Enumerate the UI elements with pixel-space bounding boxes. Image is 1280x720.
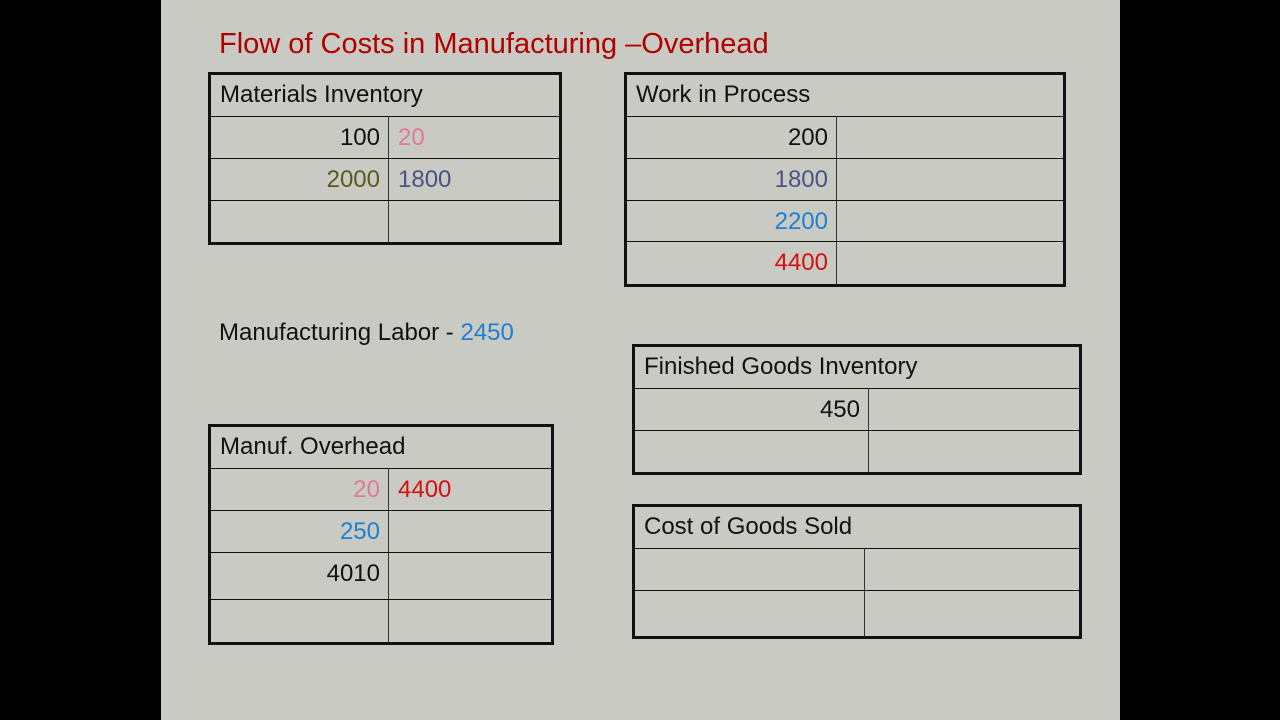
- account-row: 250: [211, 511, 551, 553]
- credit-cell: 1800: [398, 166, 452, 193]
- account-row: [211, 600, 551, 642]
- account-row: 4400: [627, 242, 1063, 284]
- labor-label: Manufacturing Labor -: [219, 319, 461, 346]
- account-row: 20 4400: [211, 469, 551, 511]
- debit-cell: 100: [211, 117, 389, 158]
- debit-cell: 4010: [211, 553, 389, 599]
- credit-cell: [389, 511, 551, 552]
- account-name: Finished Goods Inventory: [635, 347, 1079, 389]
- slide: [161, 0, 1120, 720]
- debit-cell: 2000: [211, 159, 389, 200]
- account-row: [635, 591, 1079, 636]
- credit-cell: [865, 549, 1079, 590]
- debit-cell: 1800: [627, 159, 837, 200]
- credit-cell: 4400: [398, 476, 452, 503]
- account-name: Manuf. Overhead: [211, 427, 551, 469]
- account-row: 4010: [211, 553, 551, 600]
- account-row: [635, 549, 1079, 591]
- account-name: Cost of Goods Sold: [635, 507, 1079, 549]
- debit-cell: [211, 201, 389, 242]
- t-account-materials-inventory: Materials Inventory 100 20 2000 1800: [208, 72, 562, 245]
- credit-cell: [837, 201, 1063, 241]
- manufacturing-labor-note: Manufacturing Labor - 2450: [219, 319, 514, 347]
- account-row: 200: [627, 117, 1063, 159]
- account-row: 2200: [627, 201, 1063, 242]
- credit-cell: [869, 389, 1079, 430]
- t-account-finished-goods-inventory: Finished Goods Inventory 450: [632, 344, 1082, 475]
- debit-cell: 200: [627, 117, 837, 158]
- credit-cell: [869, 431, 1079, 472]
- debit-cell: 250: [211, 511, 389, 552]
- debit-cell: [211, 600, 389, 642]
- t-account-cost-of-goods-sold: Cost of Goods Sold: [632, 504, 1082, 639]
- credit-cell: [837, 242, 1063, 284]
- debit-cell: 450: [635, 389, 869, 430]
- debit-cell: [635, 431, 869, 472]
- t-account-work-in-process: Work in Process 200 1800 2200 4400: [624, 72, 1066, 287]
- debit-cell: 4400: [627, 242, 837, 284]
- account-row: 1800: [627, 159, 1063, 201]
- credit-cell: [389, 600, 551, 642]
- account-name: Materials Inventory: [211, 75, 559, 117]
- account-row: 2000 1800: [211, 159, 559, 201]
- slide-title: Flow of Costs in Manufacturing –Overhead: [219, 28, 769, 60]
- debit-cell: [635, 549, 865, 590]
- account-row: [211, 201, 559, 242]
- account-row: 450: [635, 389, 1079, 431]
- account-name: Work in Process: [627, 75, 1063, 117]
- credit-cell: [837, 117, 1063, 158]
- credit-cell: [837, 159, 1063, 200]
- account-row: [635, 431, 1079, 472]
- credit-cell: [389, 201, 559, 242]
- t-account-manuf-overhead: Manuf. Overhead 20 4400 250 4010: [208, 424, 554, 645]
- credit-cell: 20: [398, 124, 425, 151]
- debit-cell: 2200: [627, 201, 837, 241]
- debit-cell: [635, 591, 865, 636]
- account-row: 100 20: [211, 117, 559, 159]
- credit-cell: [389, 553, 551, 599]
- credit-cell: [865, 591, 1079, 636]
- labor-value: 2450: [460, 319, 514, 346]
- debit-cell: 20: [211, 469, 389, 510]
